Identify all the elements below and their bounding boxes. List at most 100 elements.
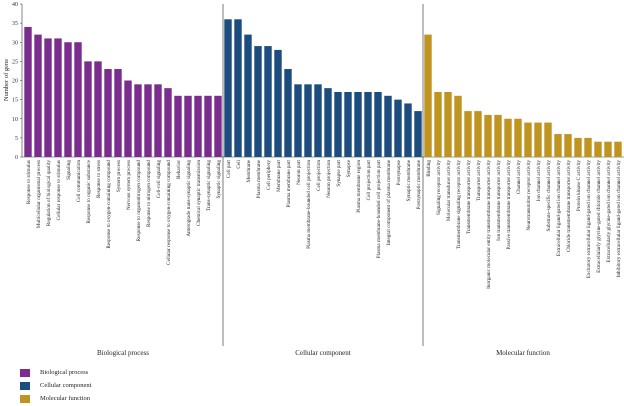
legend-swatch xyxy=(20,368,30,377)
x-tick-label: Cell projection part xyxy=(366,159,372,200)
bar xyxy=(24,26,32,158)
bar xyxy=(554,134,562,157)
x-tick-label: Synapse part xyxy=(336,159,342,186)
x-tick-label: Molecular transducer activity xyxy=(446,160,452,221)
bar xyxy=(414,111,422,157)
chart-axes: 0 5 10 15 20 25 30 35 40 Number of gene xyxy=(3,2,624,161)
legend-item-molecular-function: Molecular function xyxy=(20,392,91,405)
bar xyxy=(594,141,602,157)
y-tick-label: 25 xyxy=(12,59,18,65)
x-tick-label: Extracellular ligand-gated ion channel a… xyxy=(556,160,562,257)
bar xyxy=(284,69,292,157)
group-label: Molecular function xyxy=(496,349,550,357)
bar xyxy=(144,84,152,157)
x-tick-label: Binding xyxy=(426,160,432,177)
bar xyxy=(434,91,442,157)
x-tick-label: Regulation of biological quality xyxy=(45,160,52,227)
x-tick-label: Transporter activity xyxy=(476,160,482,201)
x-tick-label: Multicellular organismal process xyxy=(36,160,42,228)
bar xyxy=(194,95,202,157)
bar xyxy=(304,84,312,157)
x-tick-label: Plasma membrane-bounded cell projection … xyxy=(376,159,382,258)
x-tick-label: Plasma membrane region xyxy=(356,160,362,213)
bar xyxy=(54,38,62,157)
x-tick-label: Cell communication xyxy=(76,160,82,203)
bar xyxy=(84,61,92,158)
bar xyxy=(574,137,582,158)
x-tick-label: Neuron part xyxy=(296,159,302,184)
x-tick-label: Integral component of plasma membrane xyxy=(385,159,392,245)
x-tick-label: Response to oxygen-containing compound xyxy=(106,160,112,249)
x-tick-label: Response to nitrogen compound xyxy=(146,160,152,227)
bar xyxy=(344,91,352,157)
bar xyxy=(114,69,122,157)
x-tick-label: Chemical synaptic transmission xyxy=(196,160,202,226)
bar xyxy=(584,137,592,158)
x-tick-label: Cell periphery xyxy=(266,160,272,190)
bar xyxy=(384,95,392,157)
y-tick-label: 35 xyxy=(12,21,18,27)
group-labels: Biological process Cellular component Mole… xyxy=(97,4,550,357)
legend-item-cellular-component: Cellular component xyxy=(20,379,91,392)
y-tick-label: 15 xyxy=(12,98,18,104)
bar xyxy=(404,103,412,157)
x-tick-label: Ion channel activity xyxy=(536,160,542,202)
bar xyxy=(474,111,482,157)
x-tick-label: Cell xyxy=(236,159,242,168)
bar xyxy=(224,19,232,157)
legend-swatch xyxy=(20,394,30,403)
x-tick-label: Synapse xyxy=(346,159,352,177)
x-tick-label: Cellular response to stimulus xyxy=(56,160,62,220)
legend-label: Biological process xyxy=(40,369,89,376)
x-tick-label: Membrane xyxy=(246,159,252,182)
bar xyxy=(464,111,472,157)
bar xyxy=(424,34,432,157)
bar xyxy=(314,84,322,157)
x-tick-label: Trans-synaptic signaling xyxy=(206,160,212,211)
x-tick-label: Inhibitory extracellular ligand-gated io… xyxy=(616,160,622,278)
x-tick-label: Signaling receptor activity xyxy=(436,160,442,215)
bar xyxy=(394,99,402,158)
x-tick-label: Neurotransmitter receptor activity xyxy=(526,160,532,231)
x-tick-label: Passive transmembrane transporter activi… xyxy=(506,160,512,250)
x-tick-label: Response to stress xyxy=(96,160,102,198)
y-tick-label: 0 xyxy=(15,155,18,161)
bar xyxy=(534,122,542,157)
bar xyxy=(374,91,382,157)
bar xyxy=(354,91,362,157)
legend-label: Molecular function xyxy=(40,395,90,402)
bar xyxy=(514,118,522,157)
x-tick-label: Neuron projection xyxy=(326,160,332,198)
bar xyxy=(444,91,452,157)
bar xyxy=(544,122,552,157)
bar xyxy=(74,42,82,157)
x-tick-label: Membrane part xyxy=(276,159,282,191)
bar xyxy=(494,114,502,157)
x-tick-label: Nervous system process xyxy=(126,160,132,210)
group-label: Biological process xyxy=(97,349,149,357)
bar xyxy=(254,46,262,157)
bar xyxy=(234,19,242,157)
legend: Biological process Cellular component Mo… xyxy=(20,366,91,405)
x-tick-label: Plasma membrane part xyxy=(286,159,292,207)
bar xyxy=(564,134,572,157)
x-tick-label: Channel activity xyxy=(516,160,522,195)
x-tick-label: Cellular response to oxygen-containing c… xyxy=(166,160,172,265)
legend-swatch xyxy=(20,381,30,390)
bar xyxy=(524,122,532,157)
bar xyxy=(214,95,222,157)
x-tick-label: Response to stimulus xyxy=(26,160,32,204)
group-label: Cellular component xyxy=(295,349,350,357)
bar xyxy=(104,69,112,157)
bar xyxy=(204,95,212,157)
x-tick-label: Response to organic substance xyxy=(86,159,92,223)
x-tick-label: Substrate-specific channel activity xyxy=(545,160,552,232)
legend-item-biological-process: Biological process xyxy=(20,366,91,379)
x-tick-label: Postsynapse xyxy=(396,159,402,185)
bar xyxy=(34,34,42,157)
x-tick-label: Anterograde trans-synaptic signaling xyxy=(186,160,192,237)
x-tick-label: Transmembrane signaling receptor activit… xyxy=(456,160,462,249)
bar xyxy=(364,91,372,157)
x-tick-label: Cell projection xyxy=(316,160,322,191)
